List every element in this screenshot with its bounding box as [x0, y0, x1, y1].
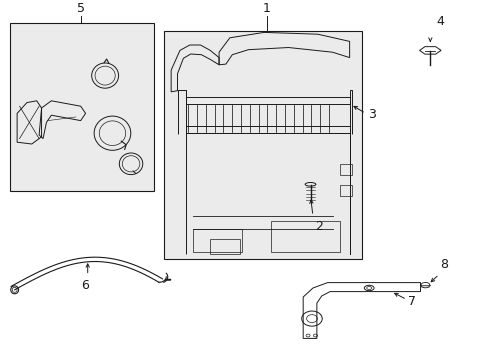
Text: 1: 1	[262, 3, 270, 15]
Text: 8: 8	[439, 258, 447, 271]
Text: 5: 5	[77, 3, 84, 15]
Bar	[185, 97, 349, 104]
Bar	[193, 229, 242, 252]
Text: 3: 3	[367, 108, 375, 121]
Text: 4: 4	[436, 15, 444, 28]
Text: 2: 2	[315, 220, 323, 233]
Text: 6: 6	[81, 279, 89, 292]
Text: 7: 7	[407, 295, 415, 308]
Bar	[163, 31, 361, 259]
Bar	[339, 185, 351, 196]
Bar	[185, 126, 349, 133]
Bar	[339, 164, 351, 175]
Bar	[271, 221, 339, 252]
Bar	[210, 239, 239, 254]
Bar	[10, 23, 154, 191]
